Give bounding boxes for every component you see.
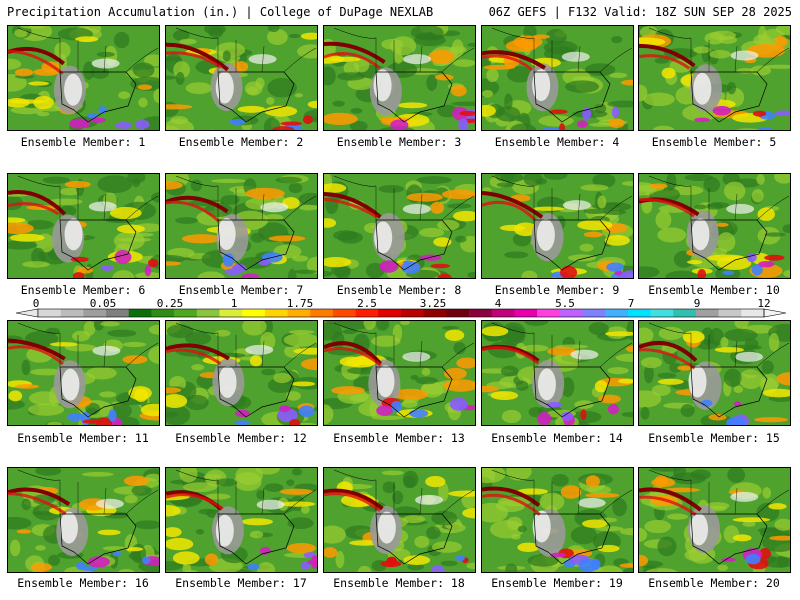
ensemble-member-label: Ensemble Member: 13 xyxy=(333,431,465,445)
legend-tick-label: 2.5 xyxy=(357,297,377,310)
legend-max-arrow xyxy=(763,308,787,318)
ensemble-member-map xyxy=(7,320,160,426)
legend-tick-label: 7 xyxy=(627,297,635,310)
legend-swatch xyxy=(446,309,470,317)
legend-swatch xyxy=(673,309,697,317)
ensemble-member-map xyxy=(638,173,791,279)
ensemble-member-label: Ensemble Member: 3 xyxy=(336,135,462,149)
legend-swatch xyxy=(310,309,334,317)
ensemble-member-label: Ensemble Member: 7 xyxy=(178,283,304,297)
legend-swatch xyxy=(469,309,493,317)
legend-swatch xyxy=(196,309,220,317)
legend-min-arrow xyxy=(15,308,39,318)
legend-swatch xyxy=(695,309,719,317)
ensemble-member-label: Ensemble Member: 5 xyxy=(651,135,777,149)
legend-swatch xyxy=(559,309,583,317)
legend-swatch xyxy=(605,309,629,317)
legend-tick-label: 1 xyxy=(230,297,238,310)
legend-swatch xyxy=(491,309,515,317)
legend-swatch xyxy=(83,309,107,317)
legend-swatch xyxy=(378,309,402,317)
legend-swatch xyxy=(287,309,311,317)
ensemble-member-label: Ensemble Member: 11 xyxy=(17,431,149,445)
ensemble-member-map xyxy=(481,467,634,573)
ensemble-member-label: Ensemble Member: 10 xyxy=(648,283,780,297)
legend-swatch xyxy=(582,309,606,317)
ensemble-member-map xyxy=(638,320,791,426)
ensemble-member-map xyxy=(638,467,791,573)
legend-swatch xyxy=(174,309,198,317)
legend-swatch xyxy=(741,309,765,317)
ensemble-member-map xyxy=(481,173,634,279)
ensemble-member-map xyxy=(7,467,160,573)
legend-swatch xyxy=(401,309,424,317)
ensemble-member-label: Ensemble Member: 8 xyxy=(336,283,462,297)
color-legend xyxy=(15,308,787,318)
legend-swatch xyxy=(151,309,175,317)
ensemble-member-label: Ensemble Member: 15 xyxy=(648,431,780,445)
ensemble-member-label: Ensemble Member: 6 xyxy=(20,283,146,297)
ensemble-member-label: Ensemble Member: 12 xyxy=(175,431,307,445)
ensemble-member-label: Ensemble Member: 17 xyxy=(175,576,307,590)
legend-tick-label: 4 xyxy=(494,297,502,310)
ensemble-member-label: Ensemble Member: 1 xyxy=(20,135,146,149)
ensemble-member-label: Ensemble Member: 19 xyxy=(491,576,623,590)
legend-swatch xyxy=(60,309,84,317)
ensemble-member-label: Ensemble Member: 20 xyxy=(648,576,780,590)
legend-tick-label: 0 xyxy=(32,297,40,310)
ensemble-member-map xyxy=(323,467,476,573)
ensemble-member-map xyxy=(323,173,476,279)
legend-swatch xyxy=(650,309,674,317)
ensemble-member-map xyxy=(165,173,318,279)
legend-swatch xyxy=(242,309,266,317)
ensemble-member-map xyxy=(165,320,318,426)
legend-swatch xyxy=(423,309,447,317)
legend-tick-label: 12 xyxy=(757,297,771,310)
legend-swatch xyxy=(38,309,61,317)
ensemble-member-map xyxy=(638,25,791,131)
ensemble-member-label: Ensemble Member: 2 xyxy=(178,135,304,149)
legend-tick-label: 0.05 xyxy=(89,297,117,310)
ensemble-member-map xyxy=(7,25,160,131)
ensemble-member-map xyxy=(323,320,476,426)
ensemble-member-map xyxy=(481,25,634,131)
legend-swatch xyxy=(106,309,130,317)
ensemble-member-map xyxy=(323,25,476,131)
ensemble-member-label: Ensemble Member: 18 xyxy=(333,576,465,590)
legend-swatch xyxy=(718,309,742,317)
legend-swatch xyxy=(264,309,288,317)
ensemble-member-label: Ensemble Member: 16 xyxy=(17,576,149,590)
legend-tick-label: 3.25 xyxy=(419,297,447,310)
legend-swatch xyxy=(355,309,379,317)
legend-tick-label: 1.75 xyxy=(286,297,314,310)
ensemble-member-map xyxy=(165,467,318,573)
ensemble-member-map xyxy=(7,173,160,279)
legend-swatch xyxy=(332,309,356,317)
page-title: Precipitation Accumulation (in.) | Colle… xyxy=(7,5,434,19)
ensemble-member-label: Ensemble Member: 9 xyxy=(494,283,620,297)
ensemble-member-label: Ensemble Member: 14 xyxy=(491,431,623,445)
legend-swatch xyxy=(627,309,651,317)
legend-swatch xyxy=(219,309,243,317)
legend-swatch xyxy=(514,309,538,317)
legend-swatch xyxy=(537,309,561,317)
run-info: 06Z GEFS | F132 Valid: 18Z SUN SEP 28 20… xyxy=(488,5,792,19)
ensemble-member-map xyxy=(481,320,634,426)
ensemble-member-map xyxy=(165,25,318,131)
legend-swatch xyxy=(128,309,152,317)
legend-tick-label: 5.5 xyxy=(555,297,575,310)
ensemble-member-label: Ensemble Member: 4 xyxy=(494,135,620,149)
legend-tick-label: 0.25 xyxy=(156,297,184,310)
legend-tick-label: 9 xyxy=(693,297,701,310)
